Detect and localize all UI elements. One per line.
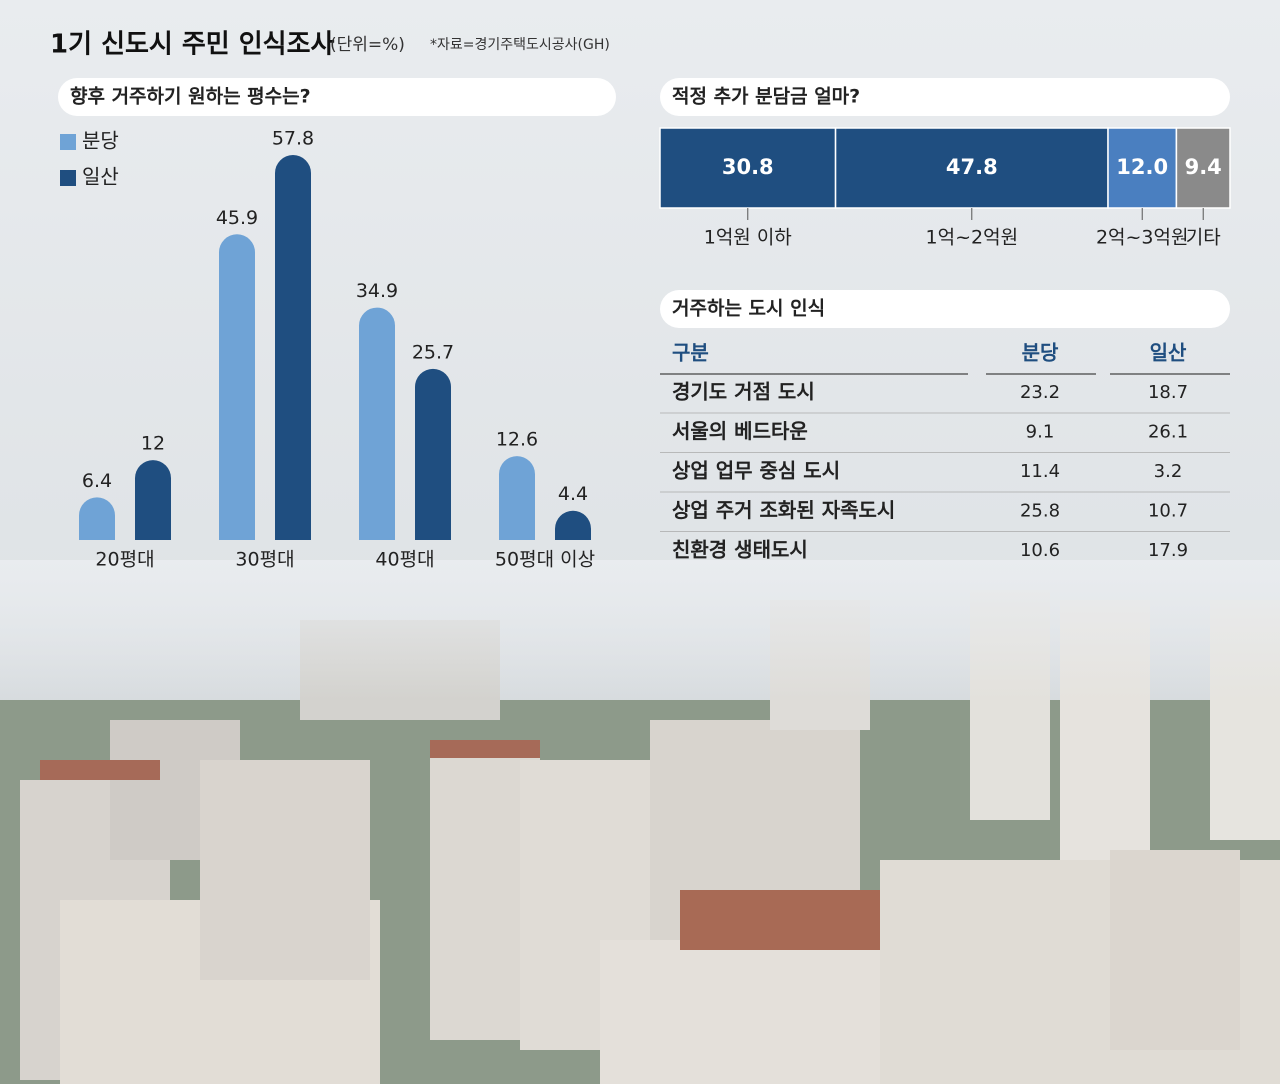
legend-label: 일산 bbox=[82, 165, 119, 189]
data-label: 34.9 bbox=[356, 280, 398, 302]
table-cell: 26.1 bbox=[1148, 422, 1188, 443]
x-tick-label: 40평대 bbox=[375, 549, 434, 571]
data-label: 4.4 bbox=[558, 483, 588, 505]
data-label: 6.4 bbox=[82, 470, 112, 492]
x-tick-label: 30평대 bbox=[235, 549, 294, 571]
bar bbox=[135, 460, 171, 540]
table-cell: 10.6 bbox=[1020, 540, 1060, 561]
bar bbox=[219, 234, 255, 540]
bar-segment bbox=[659, 127, 837, 209]
data-label: 47.8 bbox=[946, 155, 998, 179]
data-label: 57.8 bbox=[272, 128, 314, 150]
table-header: 일산 bbox=[1150, 341, 1187, 365]
table-cell: 9.1 bbox=[1026, 422, 1055, 443]
table-cell: 17.9 bbox=[1148, 540, 1188, 561]
panel-title: 적정 추가 분담금 얼마? bbox=[672, 86, 860, 108]
bar bbox=[555, 510, 591, 540]
x-tick-label: 20평대 bbox=[95, 549, 154, 571]
panel-title: 향후 거주하기 원하는 평수는? bbox=[70, 86, 311, 108]
table-cell: 10.7 bbox=[1148, 501, 1188, 522]
table-cell: 18.7 bbox=[1148, 382, 1188, 403]
legend-label: 분당 bbox=[82, 129, 119, 153]
x-tick-label: 50평대 이상 bbox=[495, 549, 595, 571]
bar bbox=[79, 497, 115, 540]
table-cell: 경기도 거점 도시 bbox=[672, 380, 815, 404]
data-label: 45.9 bbox=[216, 207, 258, 229]
category-label: 1억원 이하 bbox=[704, 227, 792, 249]
data-label: 12 bbox=[141, 433, 165, 455]
panel-header bbox=[58, 78, 616, 116]
bar bbox=[499, 456, 535, 540]
bar bbox=[415, 368, 451, 540]
bar bbox=[359, 307, 395, 540]
panel-header bbox=[660, 78, 1230, 116]
bar bbox=[275, 155, 311, 540]
bar-segment bbox=[1175, 127, 1231, 209]
city-photo bbox=[0, 560, 1280, 1084]
source-note: *자료=경기주택도시공사(GH) bbox=[430, 37, 610, 53]
table-cell: 23.2 bbox=[1020, 382, 1060, 403]
data-label: 25.7 bbox=[412, 341, 454, 363]
data-label: 12.6 bbox=[496, 429, 538, 451]
legend-swatch bbox=[60, 134, 76, 150]
category-label: 1억~2억원 bbox=[926, 227, 1019, 249]
panel-header bbox=[660, 290, 1230, 328]
data-label: 30.8 bbox=[722, 155, 774, 179]
table-cell: 친환경 생태도시 bbox=[672, 538, 808, 562]
table-cell: 25.8 bbox=[1020, 501, 1060, 522]
data-label: 9.4 bbox=[1185, 155, 1222, 179]
main-title: 1기 신도시 주민 인식조사 bbox=[50, 30, 335, 60]
panel-title: 거주하는 도시 인식 bbox=[672, 298, 825, 320]
unit-note: (단위=%) bbox=[330, 35, 405, 55]
table-cell: 서울의 베드타운 bbox=[672, 419, 808, 443]
table-cell: 상업 주거 조화된 자족도시 bbox=[672, 498, 895, 522]
table-header: 구분 bbox=[672, 341, 709, 365]
legend-swatch bbox=[60, 170, 76, 186]
table-header: 분당 bbox=[1022, 341, 1059, 365]
table-cell: 11.4 bbox=[1020, 461, 1060, 482]
table-cell: 3.2 bbox=[1154, 461, 1183, 482]
data-label: 12.0 bbox=[1116, 155, 1168, 179]
category-label: 기타 bbox=[1186, 227, 1221, 249]
category-label: 2억~3억원 bbox=[1096, 227, 1189, 249]
table-cell: 상업 업무 중심 도시 bbox=[672, 459, 840, 483]
